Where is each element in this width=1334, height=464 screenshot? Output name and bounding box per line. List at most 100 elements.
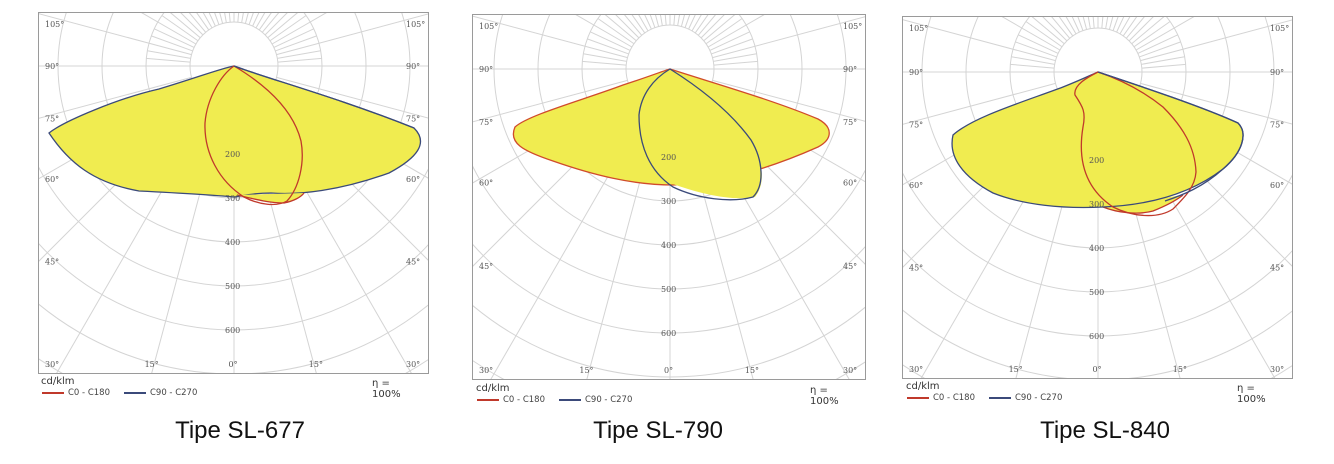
unit-label: cd/klm	[906, 381, 940, 392]
svg-text:90°: 90°	[45, 62, 59, 71]
svg-text:45°: 45°	[479, 262, 493, 271]
c90-c270-curve	[638, 68, 762, 201]
svg-text:600: 600	[1089, 332, 1104, 341]
svg-text:45°: 45°	[843, 262, 857, 271]
polar-grid	[473, 15, 865, 379]
svg-text:105°: 105°	[406, 20, 425, 29]
svg-text:60°: 60°	[45, 175, 59, 184]
polar-plot: 105° 105° 90° 90° 75° 75° 60° 60° 45° 45° 30° 15° 0°…	[39, 13, 428, 373]
legend: C0 - C180 C90 - C270	[42, 388, 197, 398]
svg-text:500: 500	[225, 282, 240, 291]
svg-text:45°: 45°	[45, 258, 59, 267]
polar-grid	[39, 13, 428, 373]
polar-plot: 105° 105° 90° 90° 75° 75° 60° 60° 45° 45° 30° 15° 0°…	[473, 15, 865, 379]
legend-label: C90 - C270	[149, 388, 198, 398]
svg-text:105°: 105°	[909, 24, 928, 33]
svg-text:0°: 0°	[229, 360, 238, 369]
svg-text:105°: 105°	[45, 20, 64, 29]
svg-text:200: 200	[661, 153, 676, 162]
svg-text:30°: 30°	[909, 365, 923, 374]
svg-text:60°: 60°	[406, 175, 420, 184]
svg-text:75°: 75°	[843, 118, 857, 127]
legend-line-c0	[477, 399, 499, 401]
svg-text:15°: 15°	[1009, 365, 1023, 374]
svg-text:600: 600	[225, 326, 240, 335]
svg-text:30°: 30°	[479, 366, 493, 375]
svg-text:30°: 30°	[843, 366, 857, 375]
svg-text:0°: 0°	[664, 366, 673, 375]
svg-text:200: 200	[225, 150, 240, 159]
c90-c270-fill	[670, 155, 762, 199]
chart-caption: Tipe SL-677	[175, 417, 305, 444]
svg-text:105°: 105°	[479, 22, 498, 31]
svg-text:200: 200	[1089, 156, 1104, 165]
svg-text:105°: 105°	[1270, 24, 1289, 33]
svg-text:30°: 30°	[1270, 365, 1284, 374]
svg-text:400: 400	[661, 241, 676, 250]
svg-text:75°: 75°	[45, 114, 59, 123]
svg-text:0°: 0°	[1093, 365, 1102, 374]
chart-caption: Tipe SL-790	[593, 417, 723, 444]
svg-text:90°: 90°	[843, 65, 857, 74]
svg-text:15°: 15°	[309, 360, 323, 369]
svg-text:45°: 45°	[406, 258, 420, 267]
unit-label: cd/klm	[476, 383, 510, 394]
chart-frame: 105° 105° 90° 90° 75° 75° 60° 60° 45° 45° 30° 15° 0°…	[38, 12, 429, 374]
svg-text:60°: 60°	[843, 179, 857, 188]
svg-text:90°: 90°	[909, 68, 923, 77]
legend-line-c90	[988, 397, 1011, 399]
efficiency-label: η = 100%	[372, 378, 401, 400]
c90-c270-curve	[951, 71, 1244, 209]
polar-plot: 105° 105° 90° 90° 75° 75° 60° 60° 45° 45° 30° 15° 0°…	[903, 17, 1292, 378]
svg-text:60°: 60°	[479, 179, 493, 188]
legend-line-c0	[42, 392, 64, 394]
c0-c180-bulge	[1102, 194, 1184, 214]
svg-text:600: 600	[661, 329, 676, 338]
legend-label: C0 - C180	[503, 395, 545, 405]
svg-text:300: 300	[225, 194, 240, 203]
svg-text:60°: 60°	[909, 181, 923, 190]
efficiency-label: η = 100%	[1237, 383, 1266, 405]
svg-text:400: 400	[225, 238, 240, 247]
svg-text:105°: 105°	[843, 22, 862, 31]
svg-text:75°: 75°	[909, 120, 923, 129]
svg-text:300: 300	[1089, 200, 1104, 209]
legend-line-c90	[123, 392, 146, 394]
svg-text:15°: 15°	[579, 366, 593, 375]
legend-label: C90 - C270	[1014, 393, 1063, 403]
chart-frame: 105° 105° 90° 90° 75° 75° 60° 60° 45° 45° 30° 15° 0°…	[472, 14, 866, 380]
legend-label: C90 - C270	[584, 395, 633, 405]
svg-text:90°: 90°	[1270, 68, 1284, 77]
svg-text:500: 500	[661, 285, 676, 294]
legend-label: C0 - C180	[68, 388, 110, 398]
svg-text:75°: 75°	[479, 118, 493, 127]
legend: C0 - C180 C90 - C270	[477, 395, 632, 405]
svg-text:90°: 90°	[406, 62, 420, 71]
legend: C0 - C180 C90 - C270	[907, 393, 1062, 403]
svg-text:30°: 30°	[45, 360, 59, 369]
svg-text:300: 300	[661, 197, 676, 206]
svg-text:90°: 90°	[479, 65, 493, 74]
c0-c180-curve	[1074, 71, 1197, 217]
unit-label: cd/klm	[41, 376, 75, 387]
svg-text:15°: 15°	[1173, 365, 1187, 374]
c0-c180-curve	[512, 68, 830, 186]
svg-text:45°: 45°	[1270, 264, 1284, 273]
chart-caption: Tipe SL-840	[1040, 417, 1170, 444]
svg-text:15°: 15°	[145, 360, 159, 369]
svg-text:30°: 30°	[406, 360, 420, 369]
svg-text:15°: 15°	[745, 366, 759, 375]
svg-text:75°: 75°	[1270, 120, 1284, 129]
chart-frame: 105° 105° 90° 90° 75° 75° 60° 60° 45° 45° 30° 15° 0°…	[902, 16, 1293, 379]
efficiency-label: η = 100%	[810, 385, 839, 407]
legend-label: C0 - C180	[933, 393, 975, 403]
svg-text:60°: 60°	[1270, 181, 1284, 190]
svg-text:45°: 45°	[909, 264, 923, 273]
svg-text:500: 500	[1089, 288, 1104, 297]
c0-c180-curve	[204, 65, 303, 206]
svg-text:400: 400	[1089, 244, 1104, 253]
svg-text:75°: 75°	[406, 114, 420, 123]
legend-line-c0	[907, 397, 929, 399]
legend-line-c90	[558, 399, 581, 401]
c90-c270-curve	[48, 65, 422, 198]
